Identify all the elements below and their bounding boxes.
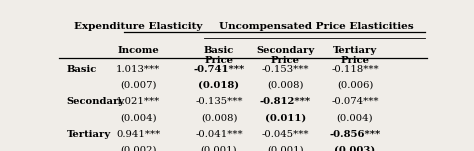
Text: Income: Income	[118, 46, 159, 55]
Text: -0.741***: -0.741***	[193, 65, 245, 74]
Text: (0.011): (0.011)	[264, 113, 306, 122]
Text: Uncompensated Price Elasticities: Uncompensated Price Elasticities	[219, 22, 414, 31]
Text: -0.041***: -0.041***	[195, 130, 243, 139]
Text: (0.002): (0.002)	[120, 146, 156, 151]
Text: (0.004): (0.004)	[337, 113, 374, 122]
Text: Secondary: Secondary	[66, 97, 125, 106]
Text: Basic
Price: Basic Price	[204, 46, 234, 65]
Text: -0.045***: -0.045***	[262, 130, 309, 139]
Text: -0.812***: -0.812***	[260, 97, 311, 106]
Text: Tertiary
Price: Tertiary Price	[333, 46, 377, 65]
Text: (0.003): (0.003)	[334, 146, 375, 151]
Text: Secondary
Price: Secondary Price	[256, 46, 314, 65]
Text: (0.018): (0.018)	[199, 81, 240, 90]
Text: (0.008): (0.008)	[201, 113, 237, 122]
Text: -0.118***: -0.118***	[331, 65, 379, 74]
Text: -0.135***: -0.135***	[195, 97, 243, 106]
Text: -0.153***: -0.153***	[262, 65, 309, 74]
Text: Basic: Basic	[66, 65, 97, 74]
Text: -0.074***: -0.074***	[331, 97, 379, 106]
Text: (0.007): (0.007)	[120, 81, 156, 90]
Text: Tertiary: Tertiary	[66, 130, 111, 139]
Text: 0.941***: 0.941***	[116, 130, 160, 139]
Text: (0.008): (0.008)	[267, 81, 303, 90]
Text: Expenditure Elasticity: Expenditure Elasticity	[74, 22, 202, 31]
Text: (0.004): (0.004)	[120, 113, 156, 122]
Text: 1.013***: 1.013***	[116, 65, 160, 74]
Text: (0.001): (0.001)	[267, 146, 303, 151]
Text: -0.856***: -0.856***	[329, 130, 381, 139]
Text: (0.006): (0.006)	[337, 81, 373, 90]
Text: 1.021***: 1.021***	[116, 97, 160, 106]
Text: (0.001): (0.001)	[201, 146, 237, 151]
